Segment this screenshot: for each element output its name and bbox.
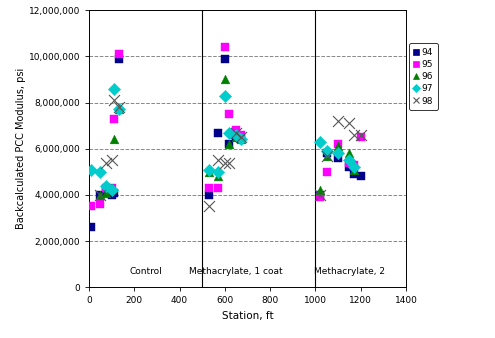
98 [108,158,116,163]
95 [88,204,96,209]
96 [346,151,353,156]
97 [225,130,233,135]
97 [102,183,110,188]
Text: Methacrylate, 1 coat: Methacrylate, 1 coat [190,267,283,275]
94 [350,171,358,177]
95 [334,141,342,147]
98 [346,121,353,126]
95 [102,185,110,191]
98 [350,132,358,138]
95 [346,160,353,165]
Text: Methacrylate, 2: Methacrylate, 2 [314,267,385,275]
98 [357,132,365,138]
95 [232,127,240,133]
98 [214,158,222,163]
97 [108,188,116,193]
Legend: 94, 95, 96, 97, 98: 94, 95, 96, 97, 98 [409,43,438,110]
97 [221,93,229,98]
97 [88,167,96,172]
94 [237,137,245,142]
95 [110,116,118,121]
94 [221,56,229,62]
95 [357,135,365,140]
94 [214,130,222,135]
96 [221,77,229,82]
96 [97,192,104,198]
97 [97,169,104,174]
96 [334,144,342,149]
96 [232,135,240,140]
98 [334,118,342,124]
94 [88,224,96,230]
96 [237,137,245,142]
97 [214,169,222,174]
Y-axis label: Backcalculated PCC Modulus, psi: Backcalculated PCC Modulus, psi [16,68,26,230]
95 [108,185,116,191]
98 [102,160,110,165]
96 [205,169,213,174]
94 [316,192,324,198]
98 [232,130,240,135]
94 [97,192,104,198]
98 [205,204,213,209]
98 [237,135,245,140]
98 [97,192,104,198]
Text: Control: Control [129,267,162,275]
94 [205,192,213,198]
98 [323,153,331,158]
95 [350,162,358,168]
97 [323,148,331,154]
95 [205,185,213,191]
94 [232,135,240,140]
94 [357,174,365,179]
94 [114,56,122,62]
95 [114,51,122,57]
97 [316,139,324,144]
96 [225,141,233,147]
94 [334,155,342,161]
97 [232,132,240,138]
96 [214,174,222,179]
97 [205,167,213,172]
95 [225,111,233,117]
97 [346,158,353,163]
96 [102,190,110,195]
98 [316,192,324,198]
95 [237,132,245,138]
95 [316,194,324,200]
96 [114,107,122,112]
95 [214,185,222,191]
97 [114,107,122,112]
X-axis label: Station, ft: Station, ft [222,311,273,321]
96 [108,185,116,191]
94 [346,165,353,170]
95 [97,201,104,207]
95 [323,169,331,174]
96 [350,167,358,172]
96 [323,153,331,158]
94 [110,190,118,195]
97 [237,137,245,142]
98 [114,104,122,110]
97 [350,165,358,170]
98 [110,97,118,103]
98 [221,160,229,165]
94 [108,192,116,198]
96 [316,188,324,193]
94 [323,151,331,156]
95 [221,44,229,50]
94 [102,188,110,193]
97 [334,151,342,156]
96 [110,137,118,142]
98 [225,160,233,165]
94 [225,141,233,147]
97 [110,86,118,91]
